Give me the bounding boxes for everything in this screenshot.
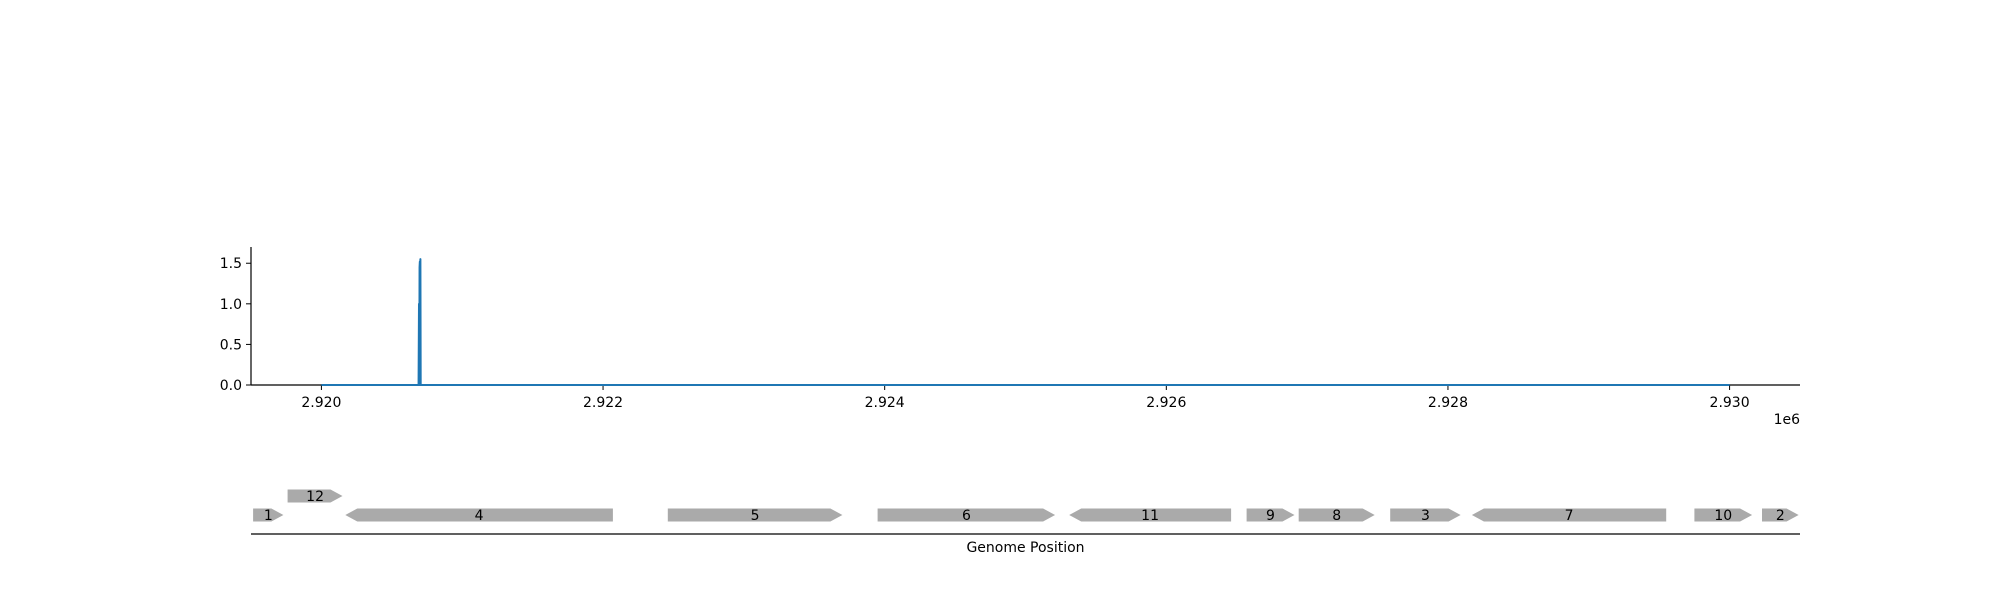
gene-label: 8 xyxy=(1332,508,1341,524)
gene-feature-12 xyxy=(287,489,343,503)
x-tick-label: 2.922 xyxy=(583,395,623,411)
gene-label: 11 xyxy=(1141,508,1159,524)
x-tick-label: 2.928 xyxy=(1428,395,1468,411)
gene-feature-10 xyxy=(1694,508,1753,522)
gene-feature-8 xyxy=(1298,508,1375,522)
gene-label: 9 xyxy=(1266,508,1275,524)
gene-feature-1 xyxy=(253,508,284,522)
x-tick-label: 2.924 xyxy=(865,395,905,411)
gene-label: 1 xyxy=(264,508,273,524)
gene-feature-3 xyxy=(1390,508,1461,522)
coverage-line xyxy=(321,258,1730,386)
gene-label: 10 xyxy=(1714,508,1732,524)
gene-label: 5 xyxy=(751,508,760,524)
x-axis-title: Genome Position xyxy=(966,540,1084,556)
gene-label: 12 xyxy=(306,489,324,505)
gene-label: 7 xyxy=(1565,508,1574,524)
y-tick-label: 1.0 xyxy=(220,297,242,313)
gene-feature-7 xyxy=(1471,508,1667,522)
x-tick-label: 2.926 xyxy=(1146,395,1186,411)
gene-feature-11 xyxy=(1069,508,1232,522)
x-offset-label: 1e6 xyxy=(1774,412,1801,428)
gene-feature-2 xyxy=(1762,508,1799,522)
gene-feature-9 xyxy=(1246,508,1295,522)
gene-feature-4 xyxy=(345,508,613,522)
coverage-plot: 0.0 0.5 1.0 1.5 2.920 2.922 2.924 2.926 2.928 2.9… xyxy=(220,247,1800,428)
gene-label: 2 xyxy=(1776,508,1785,524)
x-tick-label: 2.930 xyxy=(1710,395,1750,411)
gene-label: 6 xyxy=(962,508,971,524)
y-tick-label: 0.5 xyxy=(220,337,242,353)
gene-label: 4 xyxy=(475,508,484,524)
gene-label: 3 xyxy=(1421,508,1430,524)
x-tick-label: 2.920 xyxy=(301,395,341,411)
y-tick-label: 0.0 xyxy=(220,378,242,394)
gene-feature-5 xyxy=(667,508,843,522)
gene-feature-6 xyxy=(877,508,1056,522)
y-tick-label: 1.5 xyxy=(220,256,242,272)
gene-track: 1 12 4 5 6 11 9 8 3 7 10 2 Genome Position xyxy=(251,489,1800,556)
